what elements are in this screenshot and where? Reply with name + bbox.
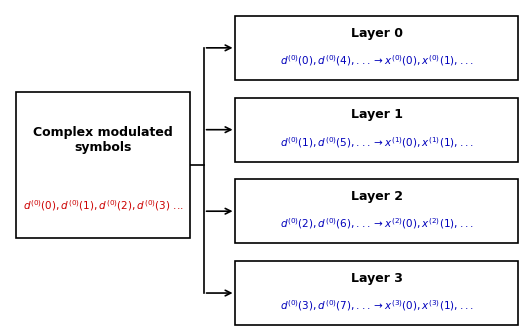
Text: Layer 0: Layer 0 xyxy=(351,26,403,40)
Text: Layer 1: Layer 1 xyxy=(351,108,403,121)
Text: $d^{(0)}(0), d^{(0)}(1), d^{(0)}(2), d^{(0)}(3)$ ...: $d^{(0)}(0), d^{(0)}(1), d^{(0)}(2), d^{… xyxy=(23,198,184,213)
Text: $d^{(0)}(2),d^{(0)}(6),...\rightarrow x^{(2)}(0),x^{(2)}(1),...$: $d^{(0)}(2),d^{(0)}(6),...\rightarrow x^… xyxy=(280,217,474,231)
Text: $d^{(0)}(3),d^{(0)}(7),...\rightarrow x^{(3)}(0),x^{(3)}(1),...$: $d^{(0)}(3),d^{(0)}(7),...\rightarrow x^… xyxy=(280,299,474,313)
Text: $d^{(0)}(1),d^{(0)}(5),...\rightarrow x^{(1)}(0),x^{(1)}(1),...$: $d^{(0)}(1),d^{(0)}(5),...\rightarrow x^… xyxy=(280,135,474,150)
Text: $d^{(0)}(0),d^{(0)}(4),...\rightarrow x^{(0)}(0),x^{(0)}(1),...$: $d^{(0)}(0),d^{(0)}(4),...\rightarrow x^… xyxy=(280,53,474,68)
Text: Layer 2: Layer 2 xyxy=(351,190,403,203)
Text: Layer 3: Layer 3 xyxy=(351,272,403,285)
FancyBboxPatch shape xyxy=(235,16,518,80)
FancyBboxPatch shape xyxy=(235,98,518,162)
Text: Complex modulated
symbols: Complex modulated symbols xyxy=(33,126,173,154)
FancyBboxPatch shape xyxy=(235,261,518,325)
FancyBboxPatch shape xyxy=(235,179,518,244)
FancyBboxPatch shape xyxy=(16,92,190,238)
